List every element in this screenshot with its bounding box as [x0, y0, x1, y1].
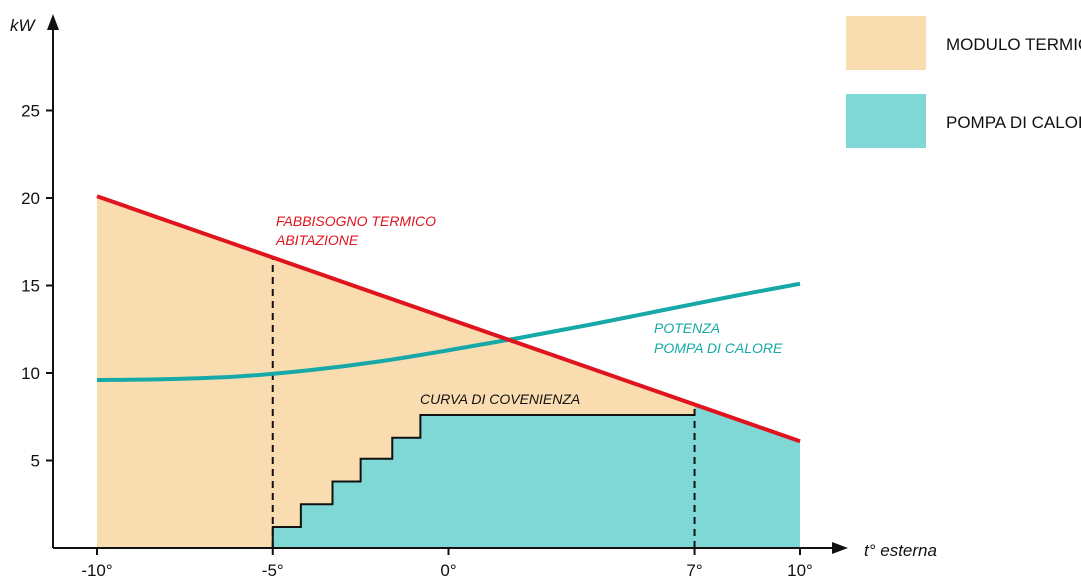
- y-tick-label: 15: [21, 277, 40, 296]
- fabbisogno-termico-line: [96, 194, 801, 444]
- y-tick-label: 10: [21, 364, 40, 383]
- y-axis-arrow: [47, 14, 59, 30]
- x-axis-label: t° esterna: [864, 541, 937, 560]
- x-tick-label: -10°: [81, 561, 112, 580]
- legend-swatch-pompa-di-calore: [846, 94, 926, 148]
- legend: MODULO TERMICO POMPA DI CALORE: [846, 16, 1081, 148]
- annotation-pompa-line2: POMPA DI CALORE: [654, 340, 783, 356]
- legend-swatch-modulo-termico: [846, 16, 926, 70]
- x-axis-arrow: [832, 542, 848, 554]
- x-tick-label: 10°: [787, 561, 813, 580]
- x-tick-label: 0°: [440, 561, 456, 580]
- annotation-pompa-line1: POTENZA: [654, 320, 720, 336]
- y-tick-label: 5: [31, 452, 40, 471]
- curva-di-covenienza-line: [271, 414, 695, 548]
- y-tick-label: 25: [21, 102, 40, 121]
- pompa-di-calore-area: [272, 404, 800, 548]
- annotation-fabbisogno-line2: ABITAZIONE: [275, 232, 359, 248]
- legend-label-modulo-termico: MODULO TERMICO: [946, 35, 1081, 54]
- y-axis-label: kW: [10, 16, 37, 35]
- annotation-fabbisogno-line1: FABBISOGNO TERMICO: [276, 213, 436, 229]
- y-tick-label: 20: [21, 189, 40, 208]
- dashed-guides: [271, 257, 696, 548]
- potenza-pompa-di-calore-line: [96, 281, 801, 382]
- legend-label-pompa-di-calore: POMPA DI CALORE: [946, 113, 1081, 132]
- x-tick-label: -5°: [262, 561, 284, 580]
- x-tick-label: 7°: [686, 561, 702, 580]
- y-ticks: 5 10 15 20 25: [21, 102, 53, 471]
- annotation-curva: CURVA DI COVENIENZA: [420, 391, 580, 407]
- x-ticks: -10° -5° 0° 7° 10°: [81, 548, 813, 580]
